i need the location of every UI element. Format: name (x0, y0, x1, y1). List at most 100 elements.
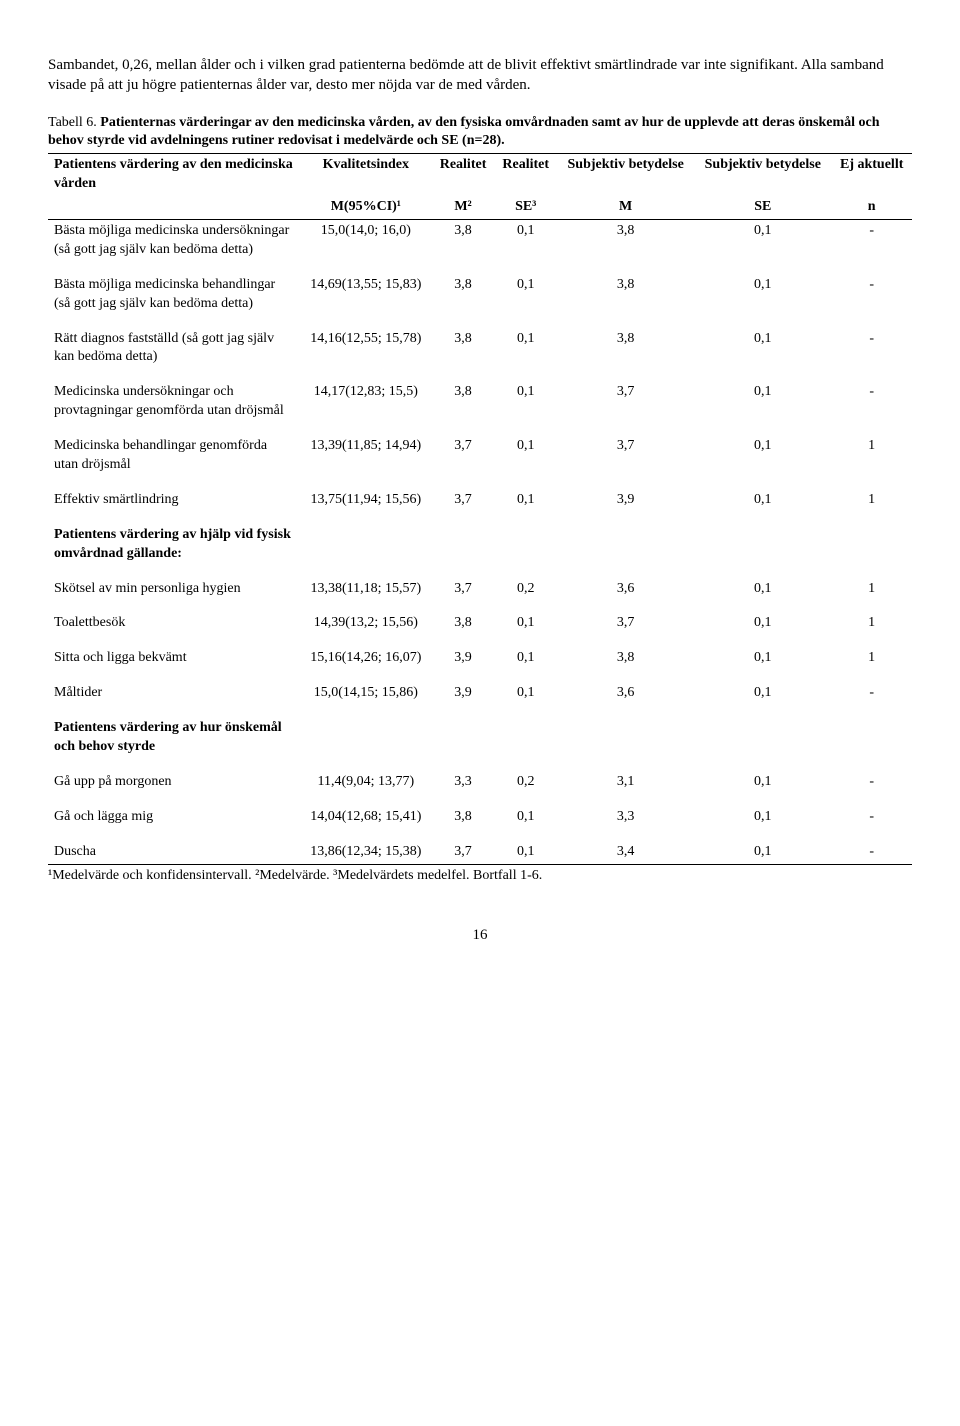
cell: 3,8 (432, 369, 495, 423)
cell: 3,7 (557, 369, 694, 423)
cell: 1 (831, 600, 912, 635)
row-label: Patientens värdering av hjälp vid fysisk… (48, 512, 300, 566)
cell: 15,16(14,26; 16,07) (300, 635, 432, 670)
cell: 0,1 (494, 477, 557, 512)
row-label: Gå upp på morgonen (48, 759, 300, 794)
row-label: Bästa möjliga medicinska undersökningar … (48, 219, 300, 261)
row-label: Skötsel av min personliga hygien (48, 566, 300, 601)
cell: 0,1 (694, 423, 831, 477)
col-sub-0 (48, 196, 300, 219)
row-label: Duscha (48, 829, 300, 864)
cell: 3,1 (557, 759, 694, 794)
cell: 14,04(12,68; 15,41) (300, 794, 432, 829)
cell: 3,3 (557, 794, 694, 829)
cell: 3,7 (432, 423, 495, 477)
cell (694, 705, 831, 759)
cell: 1 (831, 566, 912, 601)
caption-label: Tabell 6. (48, 115, 97, 130)
cell: 3,8 (557, 219, 694, 261)
cell: 0,1 (694, 316, 831, 370)
cell: 0,1 (694, 262, 831, 316)
cell: 14,16(12,55; 15,78) (300, 316, 432, 370)
cell: 0,1 (494, 670, 557, 705)
cell: - (831, 369, 912, 423)
cell: - (831, 759, 912, 794)
col-sub-5: SE (694, 196, 831, 219)
cell: 13,86(12,34; 15,38) (300, 829, 432, 864)
cell: 13,38(11,18; 15,57) (300, 566, 432, 601)
cell (557, 705, 694, 759)
cell: 0,2 (494, 759, 557, 794)
cell: 3,8 (432, 262, 495, 316)
cell: 15,0(14,15; 15,86) (300, 670, 432, 705)
col-sub-3: SE³ (494, 196, 557, 219)
caption-text: Patienternas värderingar av den medicins… (48, 115, 880, 149)
cell (694, 512, 831, 566)
cell: - (831, 262, 912, 316)
cell: 0,1 (494, 423, 557, 477)
cell: 0,1 (494, 829, 557, 864)
cell: 3,9 (557, 477, 694, 512)
cell: 3,7 (557, 600, 694, 635)
cell: 0,1 (494, 262, 557, 316)
cell: 3,8 (557, 635, 694, 670)
cell (557, 512, 694, 566)
col-sub-6: n (831, 196, 912, 219)
cell: 13,75(11,94; 15,56) (300, 477, 432, 512)
cell: 3,6 (557, 566, 694, 601)
cell (494, 512, 557, 566)
cell: 0,1 (494, 219, 557, 261)
col-header-ej: Ej aktuellt (831, 154, 912, 196)
cell: 0,1 (694, 829, 831, 864)
col-header-realitet1: Realitet (432, 154, 495, 196)
col-sub-1: M(95%CI)¹ (300, 196, 432, 219)
col-header-subj1: Subjektiv betydelse (557, 154, 694, 196)
table-footnote: ¹Medelvärde och konfidensintervall. ²Med… (48, 867, 912, 886)
row-label: Medicinska behandlingar genomförda utan … (48, 423, 300, 477)
cell: 3,7 (557, 423, 694, 477)
cell: 0,1 (694, 670, 831, 705)
cell: 3,3 (432, 759, 495, 794)
col-header-subj2: Subjektiv betydelse (694, 154, 831, 196)
row-label: Patientens värdering av hur önskemål och… (48, 705, 300, 759)
cell: 14,17(12,83; 15,5) (300, 369, 432, 423)
cell: - (831, 219, 912, 261)
cell: - (831, 316, 912, 370)
cell: - (831, 829, 912, 864)
cell: 0,1 (694, 759, 831, 794)
col-header-kvalitet: Kvalitetsindex (300, 154, 432, 196)
cell: - (831, 670, 912, 705)
col-sub-4: M (557, 196, 694, 219)
row-label: Gå och lägga mig (48, 794, 300, 829)
cell (831, 705, 912, 759)
cell: 11,4(9,04; 13,77) (300, 759, 432, 794)
cell: 0,1 (694, 600, 831, 635)
cell: 0,1 (494, 794, 557, 829)
row-label: Medicinska undersökningar och provtagnin… (48, 369, 300, 423)
col-header-realitet2: Realitet (494, 154, 557, 196)
cell: 3,7 (432, 566, 495, 601)
cell: 1 (831, 423, 912, 477)
cell: 0,1 (494, 635, 557, 670)
cell: 0,2 (494, 566, 557, 601)
cell (300, 705, 432, 759)
intro-paragraph: Sambandet, 0,26, mellan ålder och i vilk… (48, 55, 912, 96)
cell: 3,7 (432, 829, 495, 864)
cell: 0,1 (694, 369, 831, 423)
cell (494, 705, 557, 759)
cell: 0,1 (494, 369, 557, 423)
cell: 3,8 (432, 794, 495, 829)
cell: 3,8 (557, 316, 694, 370)
cell: 15,0(14,0; 16,0) (300, 219, 432, 261)
cell: 3,8 (557, 262, 694, 316)
cell: 0,1 (694, 219, 831, 261)
row-label: Rätt diagnos fastställd (så gott jag sjä… (48, 316, 300, 370)
cell: 3,9 (432, 635, 495, 670)
row-label: Måltider (48, 670, 300, 705)
cell: 3,7 (432, 477, 495, 512)
cell: 3,9 (432, 670, 495, 705)
cell (300, 512, 432, 566)
row-label: Bästa möjliga medicinska behandlingar (s… (48, 262, 300, 316)
cell (831, 512, 912, 566)
cell: 14,39(13,2; 15,56) (300, 600, 432, 635)
